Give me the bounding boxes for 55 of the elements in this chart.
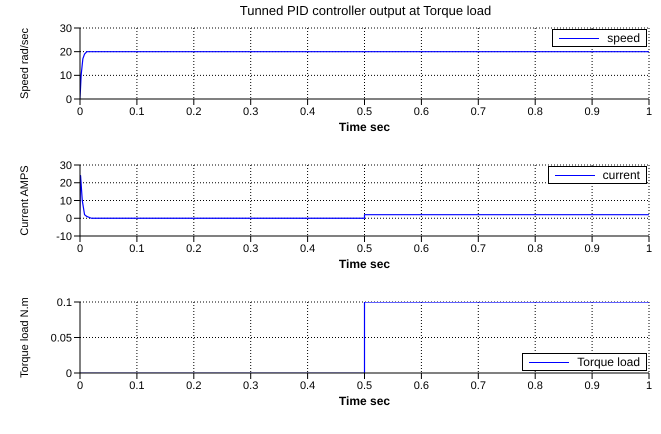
y-tick-label: 10 [60, 70, 72, 82]
y-axis-title: Speed rad/sec [18, 28, 31, 99]
x-tick-label: 0.9 [584, 106, 600, 118]
x-axis-title: Time sec [338, 120, 390, 134]
x-tick-label: 0.8 [528, 380, 543, 392]
x-tick-label: 0.4 [300, 380, 316, 392]
legend-label: current [602, 168, 640, 182]
x-tick-label: 0.3 [243, 380, 258, 392]
chart-title: Tunned PID controller output at Torque load [238, 2, 492, 20]
x-tick-label: 0.2 [186, 106, 202, 118]
x-tick-label: 1 [646, 242, 652, 255]
y-tick-label: 0.05 [50, 332, 72, 344]
x-tick-label: 0.5 [356, 380, 372, 392]
y-tick-label: 0 [66, 94, 72, 106]
x-tick-label: 0.5 [356, 242, 372, 255]
x-tick-label: 0.1 [129, 242, 145, 255]
y-tick-label: 10 [60, 195, 72, 208]
x-tick-label: 0.2 [186, 242, 202, 255]
x-tick-label: 0.1 [129, 380, 145, 392]
x-tick-label: 0.1 [129, 106, 145, 118]
x-tick-label: 0.8 [528, 242, 543, 255]
y-axis-title: Current AMPS [18, 165, 31, 236]
x-tick-label: 0.6 [414, 380, 430, 392]
x-tick-label: 0.6 [414, 242, 430, 255]
y-tick-label: 20 [60, 46, 72, 59]
x-tick-label: 0.7 [470, 106, 486, 118]
legend-label: Torque load [577, 355, 640, 369]
x-tick-label: 0 [76, 380, 84, 392]
x-tick-label: 0.6 [414, 106, 430, 118]
y-tick-label: 20 [60, 178, 72, 190]
x-tick-label: 0.3 [243, 106, 258, 118]
x-tick-label: 0.7 [470, 380, 486, 392]
x-tick-label: 0.8 [528, 106, 543, 118]
y-tick-label: 30 [60, 22, 72, 35]
x-tick-label: 0.3 [243, 242, 258, 255]
x-axis-title: Time sec [338, 257, 390, 271]
x-tick-label: 0.9 [584, 380, 600, 392]
x-tick-label: 0.9 [584, 242, 600, 255]
x-tick-label: 0 [76, 106, 84, 118]
x-axis-title: Time sec [338, 394, 390, 408]
y-tick-label: 0.1 [56, 296, 72, 309]
x-tick-label: 0.4 [300, 106, 316, 118]
y-tick-label: -10 [56, 230, 72, 243]
x-tick-label: 0.4 [300, 242, 316, 255]
x-tick-label: 0 [76, 242, 84, 255]
x-tick-label: 1 [646, 380, 652, 392]
x-tick-label: 1 [646, 106, 652, 118]
y-axis-title: Torque load N.m [18, 297, 31, 378]
x-tick-label: 0.5 [356, 106, 372, 118]
legend-label: speed [607, 31, 640, 45]
x-tick-label: 0.2 [186, 380, 202, 392]
y-tick-label: 0 [66, 213, 72, 226]
x-tick-label: 0.7 [470, 242, 486, 255]
y-tick-label: 30 [60, 160, 72, 172]
y-tick-label: 0 [66, 368, 72, 380]
